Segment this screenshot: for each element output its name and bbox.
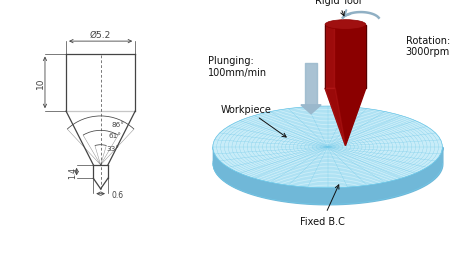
Text: 1.4: 1.4 [68, 166, 77, 178]
Text: 61°: 61° [109, 133, 122, 139]
Polygon shape [325, 25, 334, 89]
Text: Plunging:
100mm/min: Plunging: 100mm/min [208, 56, 267, 77]
Text: 0.6: 0.6 [111, 190, 123, 199]
Polygon shape [325, 25, 366, 89]
Text: Fixed B.C: Fixed B.C [300, 185, 345, 226]
Text: 33°: 33° [106, 145, 119, 151]
Text: 86°: 86° [111, 121, 124, 127]
Text: 10: 10 [36, 77, 44, 89]
Polygon shape [325, 89, 345, 146]
Polygon shape [325, 89, 366, 146]
Ellipse shape [325, 21, 366, 30]
Text: Ø5.2: Ø5.2 [90, 31, 111, 40]
Text: Rotation:
3000rpm: Rotation: 3000rpm [406, 36, 450, 57]
Polygon shape [301, 105, 321, 114]
Text: Rigid Tool: Rigid Tool [314, 0, 361, 17]
Ellipse shape [213, 107, 442, 188]
Ellipse shape [213, 123, 442, 204]
Text: Workpiece: Workpiece [220, 104, 286, 137]
